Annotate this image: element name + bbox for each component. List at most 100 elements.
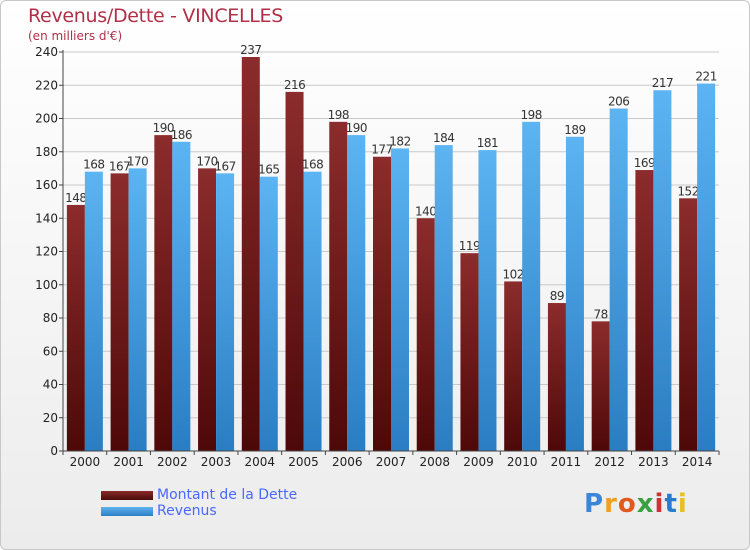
y-tick-label: 160 <box>35 178 58 192</box>
bar-revenue <box>128 168 147 451</box>
bar-revenue <box>434 145 453 451</box>
bar-debt <box>591 321 610 451</box>
x-tick-label: 2014 <box>682 455 713 469</box>
data-label-debt: 177 <box>371 143 392 157</box>
logo-letter: o <box>617 489 637 519</box>
logo-letter: t <box>664 489 678 519</box>
legend-label-revenue: Revenus <box>157 503 217 519</box>
bar-revenue <box>259 176 278 451</box>
bar-debt <box>373 156 391 452</box>
bar-revenue <box>653 90 672 452</box>
x-tick-label: 2004 <box>245 455 276 469</box>
data-label-revenue: 189 <box>564 123 585 137</box>
bar-debt <box>198 168 217 451</box>
y-tick-label: 140 <box>35 211 58 225</box>
bar-revenue <box>216 173 235 452</box>
legend: Montant de la Dette Revenus <box>101 487 297 519</box>
chart-subtitle: (en milliers d'€) <box>28 29 123 43</box>
data-label-revenue: 165 <box>258 163 279 177</box>
bar-debt <box>154 135 173 451</box>
data-label-debt: 198 <box>328 108 349 122</box>
y-tick-label: 60 <box>43 344 58 358</box>
bar-debt <box>110 173 129 452</box>
legend-item-debt: Montant de la Dette <box>101 487 297 503</box>
bar-debt <box>460 253 479 451</box>
bar-revenue <box>172 141 191 451</box>
data-label-revenue: 221 <box>695 70 716 84</box>
bar-revenue <box>478 150 497 451</box>
y-tick-label: 20 <box>43 411 58 425</box>
chart-title: Revenus/Dette - VINCELLES <box>28 5 284 27</box>
data-label-debt: 190 <box>153 121 174 135</box>
x-tick-label: 2011 <box>551 455 582 469</box>
data-label-revenue: 186 <box>171 128 192 142</box>
data-label-revenue: 182 <box>389 134 410 148</box>
x-tick-label: 2001 <box>113 455 144 469</box>
bar-debt <box>504 281 523 451</box>
y-tick-label: 40 <box>43 378 58 392</box>
data-label-debt: 237 <box>240 43 261 57</box>
bar-debt <box>547 303 566 451</box>
legend-swatch-revenue <box>101 506 153 516</box>
data-label-revenue: 198 <box>520 108 541 122</box>
data-label-debt: 169 <box>634 156 655 170</box>
bar-revenue <box>347 135 366 451</box>
y-tick-label: 200 <box>35 112 58 126</box>
data-label-debt: 89 <box>550 289 564 303</box>
x-tick-label: 2005 <box>288 455 319 469</box>
x-tick-label: 2008 <box>419 455 450 469</box>
data-label-debt: 148 <box>65 191 86 205</box>
bar-debt <box>329 121 348 451</box>
bar-debt <box>66 204 85 451</box>
x-tick-label: 2006 <box>332 455 363 469</box>
y-tick-label: 180 <box>35 145 58 159</box>
data-label-revenue: 168 <box>83 158 104 172</box>
data-label-debt: 152 <box>677 184 698 198</box>
data-label-debt: 216 <box>284 78 305 92</box>
proxiti-logo: Proxiti <box>584 489 688 519</box>
y-tick-label: 100 <box>35 278 58 292</box>
y-tick-label: 0 <box>50 444 58 458</box>
y-tick-label: 120 <box>35 245 58 259</box>
bar-revenue <box>84 171 103 451</box>
bar-revenue <box>303 171 322 451</box>
x-tick-label: 2009 <box>463 455 494 469</box>
data-label-debt: 170 <box>196 154 217 168</box>
legend-swatch-debt <box>101 490 153 500</box>
data-label-revenue: 184 <box>433 131 454 145</box>
x-tick-label: 2007 <box>376 455 407 469</box>
x-tick-label: 2003 <box>201 455 232 469</box>
x-tick-label: 2013 <box>638 455 669 469</box>
logo-letter: r <box>604 489 618 519</box>
x-tick-label: 2012 <box>594 455 625 469</box>
y-tick-label: 240 <box>35 45 58 59</box>
x-tick-label: 2000 <box>70 455 101 469</box>
bar-revenue <box>609 108 628 452</box>
bar-debt <box>241 56 260 452</box>
bar-debt <box>635 170 654 451</box>
data-label-revenue: 168 <box>302 158 323 172</box>
logo-letter: P <box>584 489 605 519</box>
data-label-revenue: 181 <box>477 136 498 150</box>
x-tick-label: 2002 <box>157 455 188 469</box>
data-label-debt: 167 <box>109 159 130 173</box>
bar-debt <box>285 91 304 452</box>
legend-item-revenue: Revenus <box>101 503 297 519</box>
logo-letter: i <box>677 489 688 519</box>
bar-revenue <box>522 121 541 451</box>
data-label-debt: 140 <box>415 204 436 218</box>
data-label-debt: 78 <box>594 307 608 321</box>
bar-revenue <box>697 83 716 452</box>
data-label-revenue: 167 <box>214 159 235 173</box>
data-label-revenue: 206 <box>608 95 629 109</box>
y-tick-label: 80 <box>43 311 58 325</box>
bar-debt <box>679 198 698 451</box>
y-tick-label: 220 <box>35 78 58 92</box>
logo-letter: x <box>636 489 655 519</box>
bar-revenue <box>391 148 409 452</box>
data-label-revenue: 190 <box>346 121 367 135</box>
bar-revenue <box>565 136 584 451</box>
legend-label-debt: Montant de la Dette <box>157 487 298 503</box>
